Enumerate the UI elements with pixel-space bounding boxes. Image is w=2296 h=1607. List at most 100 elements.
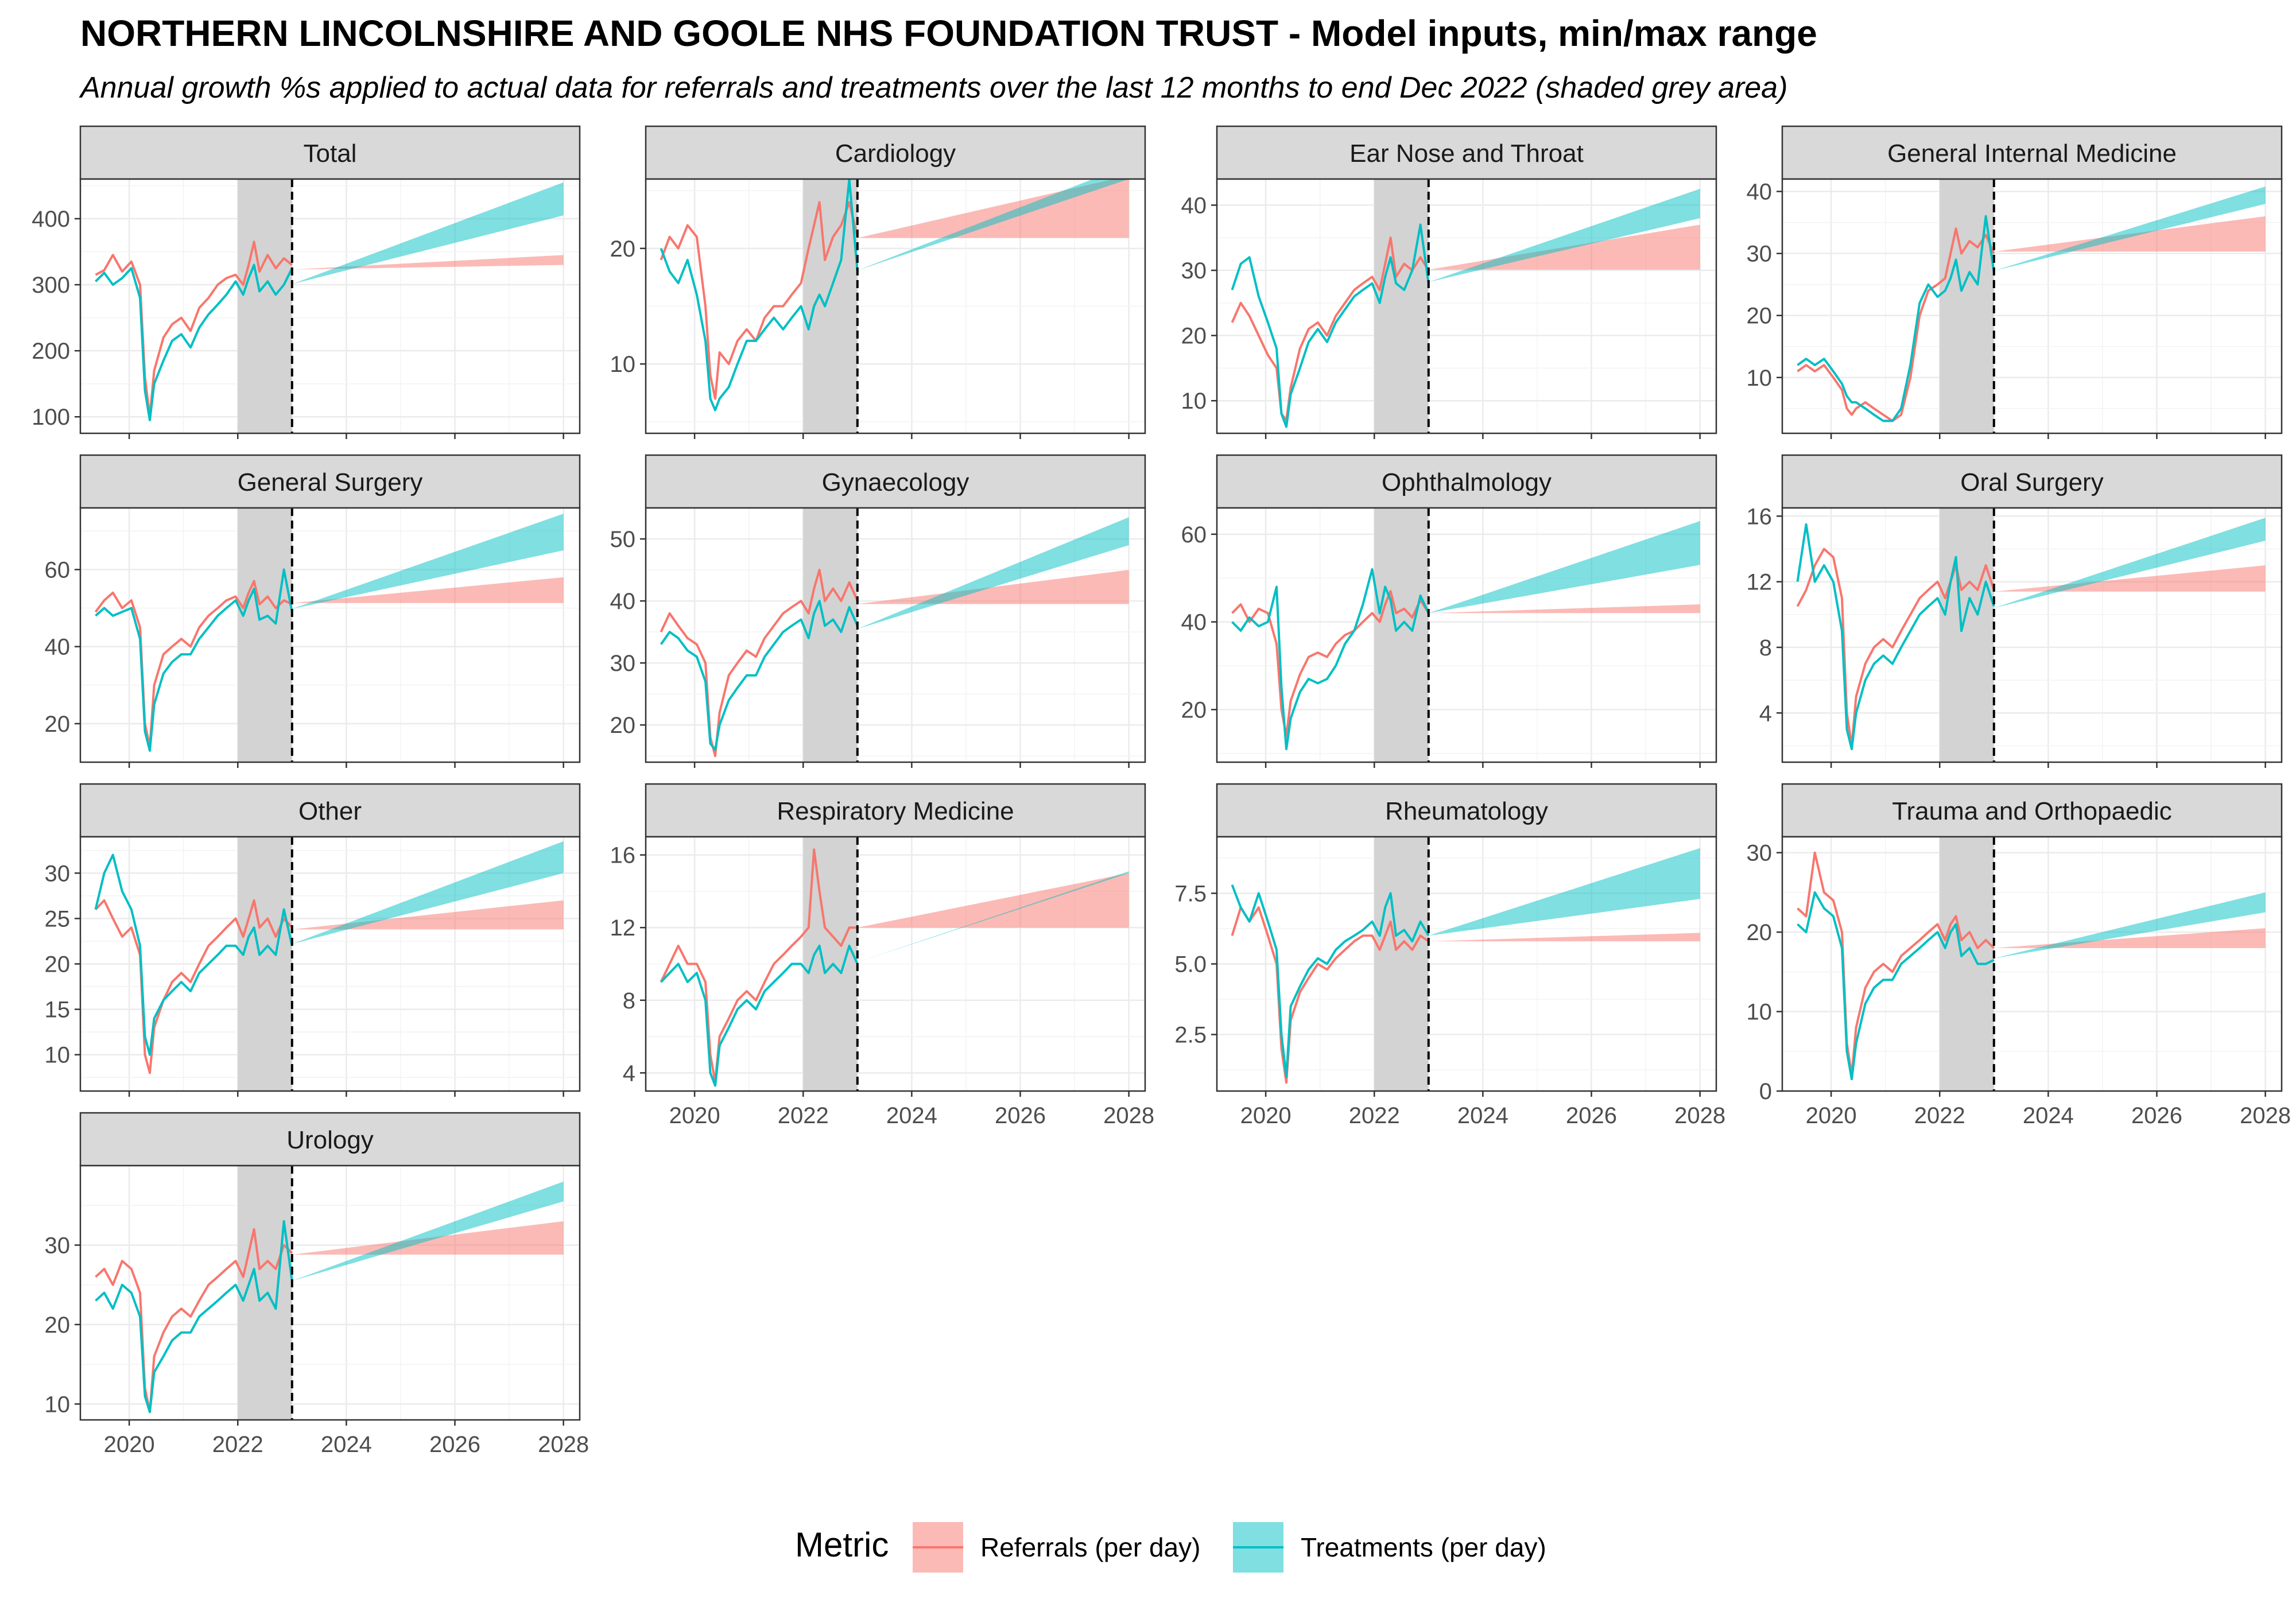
y-tick-label: 12 bbox=[1747, 570, 1773, 595]
referrals-line bbox=[94, 580, 293, 748]
treatments-band bbox=[857, 517, 1129, 629]
y-tick-label: 60 bbox=[45, 557, 71, 583]
y-tick-label: 40 bbox=[1181, 193, 1207, 218]
panel-title-other: Other bbox=[298, 797, 362, 825]
x-tick-label: 2028 bbox=[2240, 1103, 2291, 1128]
y-tick-label: 4 bbox=[1759, 701, 1772, 726]
treatments-band bbox=[292, 841, 564, 944]
referrals-band bbox=[1994, 565, 2266, 592]
panel-area-trauma-and-orthopaedic bbox=[1782, 837, 2282, 1091]
referrals-band bbox=[1994, 216, 2266, 252]
treatments-band bbox=[292, 182, 564, 284]
panel-rheumatology: Rheumatology 2.5 5.0 7.5 2020 2022 2024 2026 202… bbox=[1174, 783, 1725, 1128]
x-tick-label: 2024 bbox=[886, 1103, 937, 1128]
y-tick-label: 20 bbox=[610, 236, 636, 262]
y-tick-label: 30 bbox=[1181, 258, 1207, 284]
y-tick-label: 4 bbox=[623, 1061, 635, 1086]
x-tick-label: 2020 bbox=[669, 1103, 720, 1128]
y-tick-label: 20 bbox=[1747, 920, 1773, 945]
treatments-line bbox=[95, 1220, 293, 1414]
shaded-period bbox=[803, 179, 858, 433]
x-tick-label: 2026 bbox=[2131, 1103, 2182, 1128]
panel-title-rheumatology: Rheumatology bbox=[1385, 797, 1548, 825]
y-tick-label: 20 bbox=[1747, 304, 1773, 329]
panel-border bbox=[645, 178, 1146, 434]
treatments-line bbox=[1231, 884, 1430, 1078]
referrals-band bbox=[292, 255, 564, 270]
y-tick-label: 10 bbox=[1181, 389, 1207, 414]
y-tick-label: 20 bbox=[610, 713, 636, 738]
panel-border bbox=[645, 507, 1146, 763]
panel-title-trauma-and-orthopaedic: Trauma and Orthopaedic bbox=[1892, 797, 2172, 825]
x-tick-label: 2028 bbox=[1103, 1103, 1154, 1128]
strip-general-internal-medicine bbox=[1781, 125, 2283, 180]
y-tick-label: 300 bbox=[32, 273, 70, 298]
y-tick-label: 16 bbox=[1747, 504, 1773, 529]
y-tick-label: 50 bbox=[610, 527, 636, 552]
treatments-band bbox=[1994, 892, 2266, 958]
y-tick-label: 40 bbox=[610, 589, 636, 614]
legend-label-treatments: Treatments (per day) bbox=[1301, 1532, 1546, 1562]
legend-label-referrals: Referrals (per day) bbox=[980, 1532, 1200, 1562]
panel-oral-surgery: Oral Surgery 4 8 12 16 bbox=[1747, 454, 2283, 768]
strip-total bbox=[79, 125, 581, 180]
y-tick-label: 30 bbox=[1747, 242, 1773, 267]
referrals-line bbox=[660, 848, 858, 1084]
x-tick-label: 2022 bbox=[778, 1103, 829, 1128]
strip-oral-surgery bbox=[1781, 454, 2283, 509]
panel-general-internal-medicine: General Internal Medicine 10 20 30 40 bbox=[1747, 125, 2283, 439]
y-tick-label: 40 bbox=[45, 635, 71, 660]
y-tick-label: 60 bbox=[1181, 522, 1207, 548]
panel-border bbox=[79, 1165, 581, 1421]
y-tick-label: 20 bbox=[45, 952, 71, 977]
treatments-line bbox=[1797, 215, 1995, 422]
shaded-period bbox=[238, 508, 292, 762]
strip-rheumatology bbox=[1216, 783, 1717, 838]
treatments-band bbox=[292, 1181, 564, 1281]
strip-ear-nose-and-throat bbox=[1216, 125, 1717, 180]
panel-general-surgery: General Surgery 20 40 60 bbox=[45, 454, 581, 768]
x-tick-label: 2022 bbox=[1914, 1103, 1965, 1128]
referrals-band bbox=[1428, 224, 1700, 270]
shaded-period bbox=[803, 508, 858, 762]
y-tick-label: 10 bbox=[45, 1043, 71, 1068]
panel-ear-nose-and-throat: Ear Nose and Throat 10 20 30 40 bbox=[1181, 125, 1717, 439]
y-tick-label: 30 bbox=[45, 1233, 71, 1258]
y-tick-label: 10 bbox=[45, 1392, 71, 1417]
referrals-band bbox=[857, 570, 1129, 604]
panel-title-ear-nose-and-throat: Ear Nose and Throat bbox=[1349, 139, 1584, 168]
panel-respiratory-medicine: Respiratory Medicine 4 8 12 16 2020 2022 2024 20… bbox=[610, 783, 1154, 1128]
panel-border bbox=[645, 836, 1146, 1092]
panel-title-respiratory-medicine: Respiratory Medicine bbox=[777, 797, 1014, 825]
strip-ophthalmology bbox=[1216, 454, 1717, 509]
y-tick-label: 20 bbox=[1181, 697, 1207, 723]
strip-general-surgery bbox=[79, 454, 581, 509]
panel-border bbox=[1781, 178, 2283, 434]
shaded-period bbox=[1374, 837, 1429, 1091]
referrals-line bbox=[1796, 548, 1995, 747]
referrals-line bbox=[95, 1228, 293, 1414]
chart-title: NORTHERN LINCOLNSHIRE AND GOOLE NHS FOUN… bbox=[80, 13, 1817, 54]
panel-trauma-and-orthopaedic: Trauma and Orthopaedic 0 10 20 30 2020 2022 202… bbox=[1747, 783, 2291, 1128]
panel-area-general-internal-medicine bbox=[1782, 179, 2282, 433]
x-tick-label: 2020 bbox=[104, 1432, 155, 1457]
y-tick-label: 10 bbox=[1747, 1000, 1773, 1025]
y-tick-label: 8 bbox=[623, 988, 635, 1014]
shaded-period bbox=[1374, 508, 1429, 762]
legend: Metric Referrals (per day) Treatments (p… bbox=[795, 1522, 1546, 1573]
shaded-period bbox=[238, 179, 292, 433]
treatments-band bbox=[1428, 848, 1700, 936]
referrals-band bbox=[1428, 604, 1700, 614]
treatments-line bbox=[660, 944, 859, 1087]
x-tick-label: 2022 bbox=[212, 1432, 263, 1457]
panel-border bbox=[1781, 836, 2283, 1092]
referrals-band bbox=[1428, 933, 1700, 942]
panel-ophthalmology: Ophthalmology 20 40 60 bbox=[1181, 454, 1717, 768]
panel-urology: Urology 10 20 30 2020 2022 2024 2026 2028 bbox=[45, 1112, 589, 1457]
x-tick-label: 2028 bbox=[538, 1432, 589, 1457]
y-tick-label: 100 bbox=[32, 405, 70, 430]
y-tick-label: 15 bbox=[45, 997, 71, 1023]
y-tick-label: 10 bbox=[610, 352, 636, 377]
y-tick-label: 30 bbox=[610, 651, 636, 676]
y-tick-label: 400 bbox=[32, 207, 70, 232]
